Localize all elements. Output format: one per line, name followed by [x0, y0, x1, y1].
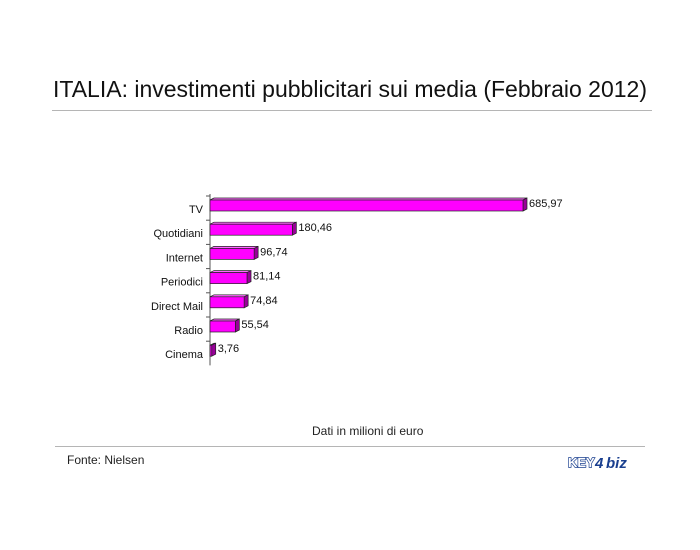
bar-front-face	[209, 344, 213, 357]
category-label: Cinema	[165, 349, 204, 361]
value-label: 96,74	[260, 246, 288, 258]
bar-side-face	[234, 318, 240, 333]
bar-side-face	[243, 294, 249, 309]
svg-text:4: 4	[594, 455, 604, 472]
svg-text:KEY: KEY	[568, 455, 595, 470]
category-label: Direct Mail	[151, 301, 203, 313]
bar-side-face	[246, 270, 252, 285]
category-label: Internet	[166, 252, 203, 264]
title-divider	[52, 110, 652, 111]
value-label: 74,84	[250, 295, 278, 307]
value-label: 3,76	[218, 343, 239, 355]
value-label: 55,54	[241, 319, 269, 331]
bar-quotidiani	[209, 221, 297, 236]
bar-front-face	[209, 223, 293, 236]
chart-title: ITALIA: investimenti pubblicitari sui me…	[52, 76, 647, 102]
value-label: 180,46	[298, 222, 332, 234]
key4biz-logo: KEY 4 biz	[567, 454, 627, 472]
bar-front-face	[209, 199, 524, 212]
bar-front-face	[209, 272, 248, 284]
bar-side-face	[291, 221, 297, 236]
source-label: Fonte: Nielsen	[67, 453, 145, 467]
category-label: Periodici	[161, 277, 203, 289]
value-label: 81,14	[253, 271, 281, 283]
bar-radio	[209, 318, 240, 333]
units-note: Dati in milioni di euro	[312, 424, 424, 438]
bar-side-face	[253, 245, 259, 260]
bar-front-face	[209, 296, 245, 309]
bar-direct-mail	[209, 294, 249, 309]
bar-front-face	[209, 320, 236, 333]
bar-internet	[209, 245, 259, 260]
footer-divider	[55, 446, 645, 447]
bar-side-face	[211, 342, 217, 357]
category-label: Radio	[174, 325, 203, 337]
value-label: 685,97	[529, 198, 563, 210]
svg-text:biz: biz	[606, 455, 627, 472]
bar-periodici	[209, 270, 252, 285]
category-label: Quotidiani	[153, 228, 203, 240]
bar-side-face	[522, 197, 528, 212]
bar-tv	[209, 197, 528, 212]
bar-front-face	[209, 248, 255, 260]
category-label: TV	[189, 204, 204, 216]
key4biz-logo-graphic: KEY 4 biz	[567, 454, 627, 472]
bar-cinema	[209, 342, 217, 357]
